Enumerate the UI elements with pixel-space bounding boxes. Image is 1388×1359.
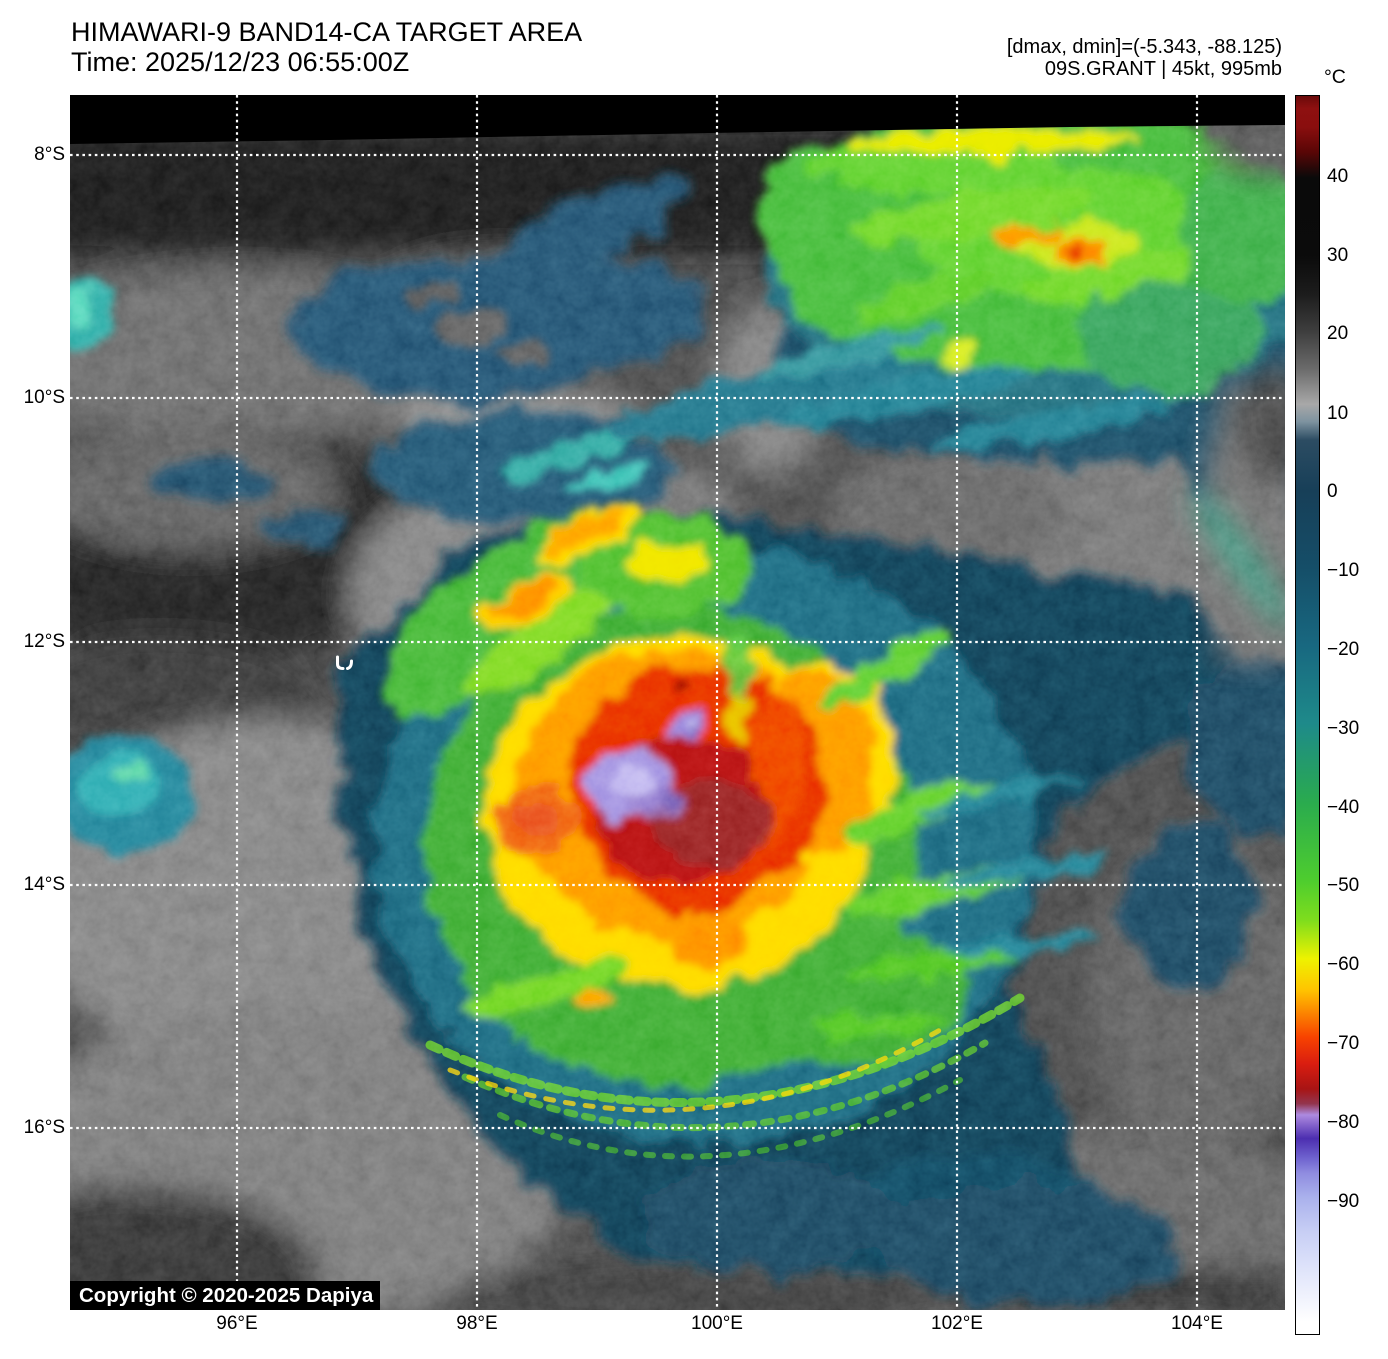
svg-text:Copyright © 2020-2025 Dapiya: Copyright © 2020-2025 Dapiya — [79, 1284, 374, 1307]
